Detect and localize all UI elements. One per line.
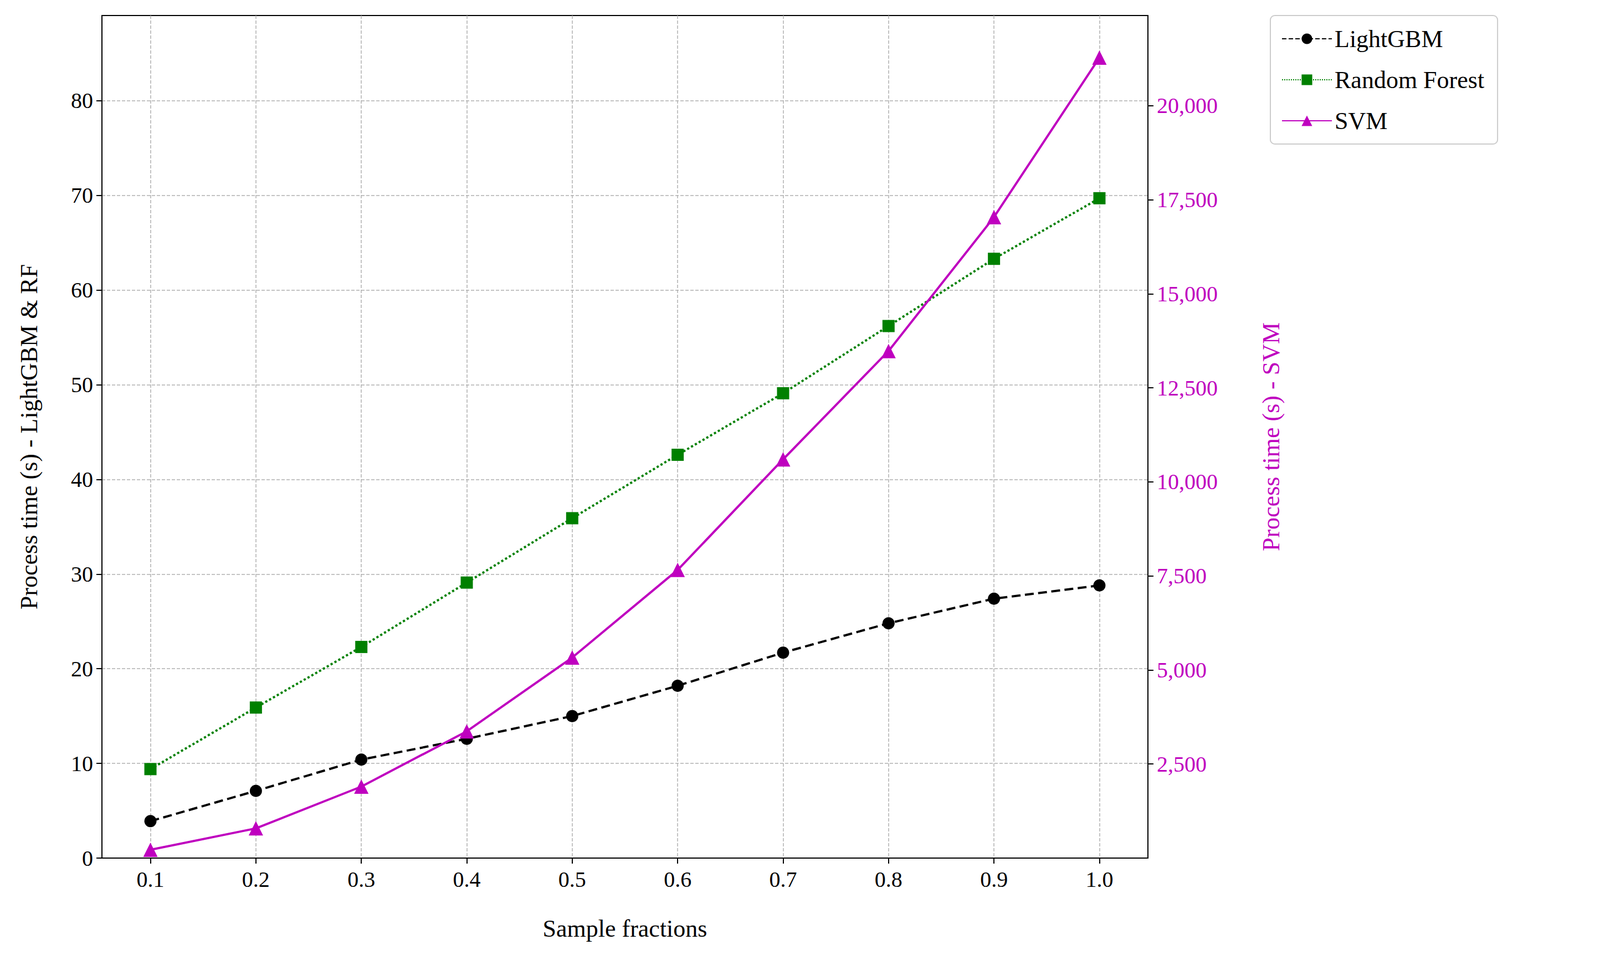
svg-text:17,500: 17,500 [1156, 187, 1218, 213]
svg-text:20: 20 [70, 656, 94, 682]
svg-text:20,000: 20,000 [1156, 93, 1218, 119]
svg-text:0.1: 0.1 [136, 867, 165, 892]
svg-text:50: 50 [70, 372, 94, 398]
svg-text:15,000: 15,000 [1156, 281, 1218, 307]
svg-text:Process time (s) - LightGBM &: Process time (s) - LightGBM & RF [15, 264, 43, 610]
svg-text:1.0: 1.0 [1085, 867, 1114, 892]
svg-text:0.9: 0.9 [980, 867, 1008, 892]
svg-text:Random Forest: Random Forest [1334, 66, 1485, 94]
svg-text:7,500: 7,500 [1156, 563, 1207, 589]
svg-text:5,000: 5,000 [1156, 657, 1207, 683]
svg-text:SVM: SVM [1334, 107, 1388, 135]
svg-text:0.5: 0.5 [558, 867, 587, 892]
svg-text:0.2: 0.2 [242, 867, 270, 892]
svg-text:0.4: 0.4 [453, 867, 481, 892]
svg-text:60: 60 [70, 277, 94, 303]
svg-text:0.3: 0.3 [347, 867, 376, 892]
svg-text:LightGBM: LightGBM [1334, 25, 1444, 53]
svg-text:Process time (s) - SVM: Process time (s) - SVM [1257, 322, 1285, 552]
svg-text:10,000: 10,000 [1156, 469, 1218, 495]
svg-text:Sample fractions: Sample fractions [542, 915, 708, 943]
svg-text:30: 30 [70, 561, 94, 587]
svg-text:2,500: 2,500 [1156, 751, 1207, 777]
svg-text:0.6: 0.6 [663, 867, 692, 892]
svg-text:10: 10 [70, 751, 94, 777]
svg-text:12,500: 12,500 [1156, 375, 1218, 401]
svg-text:70: 70 [70, 182, 94, 208]
svg-text:0.7: 0.7 [768, 867, 797, 892]
svg-text:0.8: 0.8 [874, 867, 903, 892]
svg-text:0: 0 [81, 845, 94, 871]
svg-text:80: 80 [70, 88, 94, 114]
svg-text:40: 40 [70, 467, 94, 492]
